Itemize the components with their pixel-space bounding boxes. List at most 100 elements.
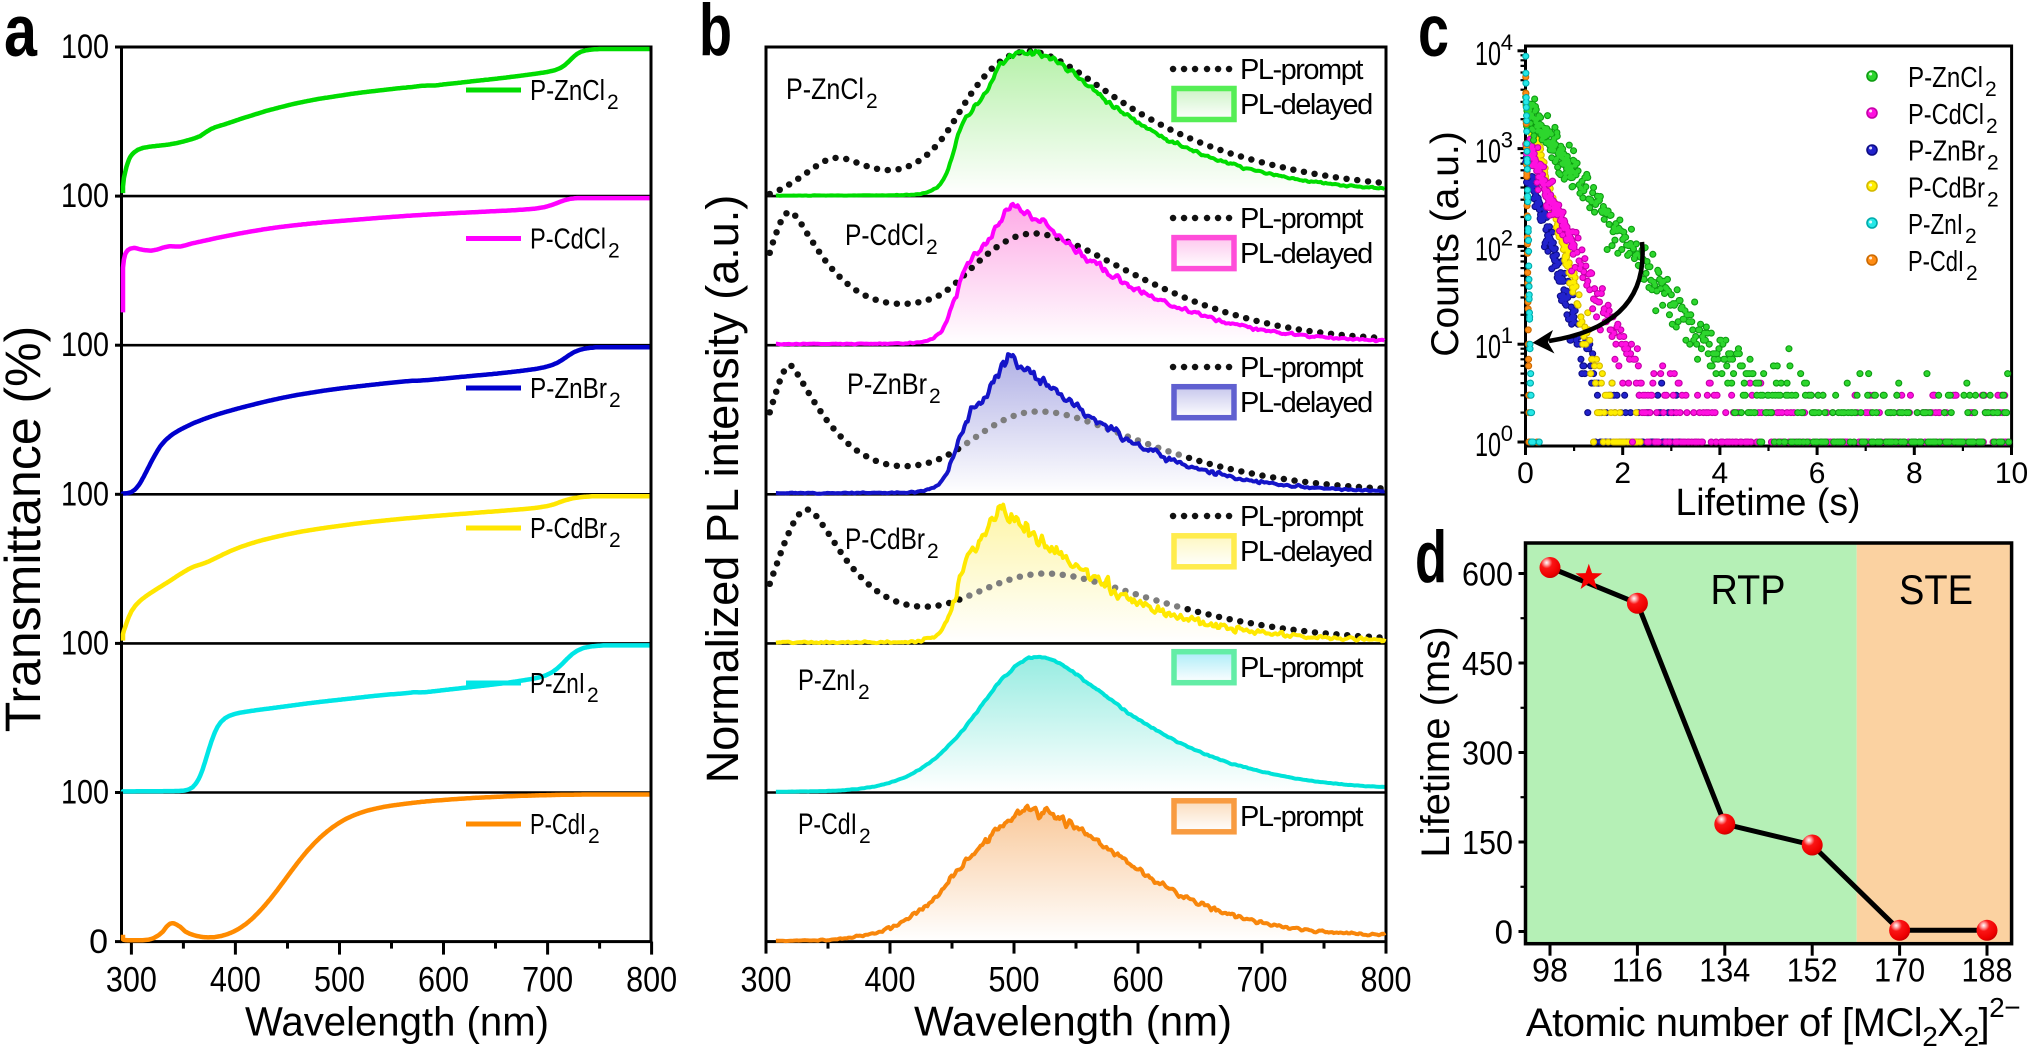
- svg-text:100: 100: [61, 774, 109, 812]
- svg-text:PL-prompt: PL-prompt: [1240, 652, 1363, 684]
- svg-text:134: 134: [1699, 952, 1750, 989]
- svg-text:1: 1: [1501, 323, 1513, 348]
- svg-text:Lifetime (ms): Lifetime (ms): [1414, 626, 1458, 857]
- svg-text:Wavelength (nm): Wavelength (nm): [245, 999, 549, 1045]
- svg-text:2: 2: [926, 236, 938, 259]
- svg-text:Counts (a.u.): Counts (a.u.): [1424, 131, 1467, 356]
- svg-text:450: 450: [1462, 645, 1513, 682]
- svg-text:2: 2: [1966, 262, 1978, 285]
- svg-text:a: a: [4, 0, 38, 72]
- svg-text:188: 188: [1962, 952, 2013, 989]
- svg-text:170: 170: [1874, 952, 1925, 989]
- svg-text:P-CdBr: P-CdBr: [845, 523, 925, 556]
- svg-text:2: 2: [608, 240, 620, 263]
- svg-text:2: 2: [927, 540, 939, 563]
- svg-text:PL-delayed: PL-delayed: [1240, 387, 1372, 419]
- svg-text:2: 2: [866, 90, 878, 113]
- svg-text:P-ZnBr: P-ZnBr: [530, 373, 607, 405]
- svg-text:2: 2: [1985, 78, 1997, 101]
- svg-text:10: 10: [1475, 328, 1501, 365]
- svg-text:300: 300: [106, 961, 157, 1000]
- svg-text:150: 150: [1462, 824, 1513, 861]
- svg-text:d: d: [1415, 517, 1447, 598]
- svg-text:100: 100: [61, 177, 109, 215]
- svg-text:2: 2: [858, 681, 870, 704]
- svg-text:P-ZnBr: P-ZnBr: [1908, 136, 1985, 168]
- svg-text:600: 600: [1462, 556, 1513, 593]
- svg-text:2: 2: [1987, 152, 1999, 175]
- svg-text:2: 2: [1501, 225, 1513, 250]
- svg-text:300: 300: [741, 961, 792, 1000]
- svg-text:c: c: [1418, 0, 1449, 72]
- svg-text:2: 2: [859, 825, 871, 848]
- svg-text:PL-prompt: PL-prompt: [1240, 54, 1363, 86]
- svg-text:P-CdI: P-CdI: [1908, 246, 1964, 278]
- svg-text:100: 100: [61, 326, 109, 364]
- svg-text:152: 152: [1787, 952, 1838, 989]
- svg-text:0: 0: [1517, 457, 1534, 490]
- svg-text:500: 500: [989, 961, 1040, 1000]
- svg-text:0: 0: [1501, 421, 1513, 446]
- svg-text:10: 10: [1995, 457, 2028, 490]
- svg-text:Atomic number of [MCl2X2]2−: Atomic number of [MCl2X2]2−: [1526, 992, 2020, 1048]
- svg-text:800: 800: [1361, 961, 1412, 1000]
- svg-text:P-ZnCl: P-ZnCl: [530, 75, 605, 107]
- svg-text:10: 10: [1475, 426, 1501, 463]
- svg-text:P-CdBr: P-CdBr: [1908, 172, 1985, 204]
- svg-text:P-CdCl: P-CdCl: [530, 224, 606, 256]
- svg-text:Wavelength (nm): Wavelength (nm): [914, 998, 1232, 1045]
- svg-text:100: 100: [61, 475, 109, 513]
- svg-text:PL-delayed: PL-delayed: [1240, 536, 1372, 568]
- svg-text:Normalized PL intensity (a.u.): Normalized PL intensity (a.u.): [697, 195, 748, 784]
- svg-text:4: 4: [1501, 30, 1513, 55]
- svg-text:100: 100: [61, 624, 109, 662]
- svg-text:P-CdBr: P-CdBr: [530, 513, 607, 545]
- svg-text:98: 98: [1532, 952, 1568, 989]
- svg-text:10: 10: [1475, 133, 1501, 170]
- svg-text:8: 8: [1906, 457, 1923, 490]
- svg-text:500: 500: [314, 961, 365, 1000]
- svg-text:3: 3: [1501, 128, 1513, 153]
- svg-text:400: 400: [865, 961, 916, 1000]
- svg-text:700: 700: [1237, 961, 1288, 1000]
- svg-text:P-ZnI: P-ZnI: [530, 668, 585, 700]
- svg-text:400: 400: [210, 961, 261, 1000]
- svg-text:P-CdCl: P-CdCl: [1908, 99, 1984, 131]
- svg-text:2: 2: [609, 529, 621, 552]
- svg-text:P-ZnCl: P-ZnCl: [786, 73, 864, 106]
- svg-text:PL-prompt: PL-prompt: [1240, 801, 1363, 833]
- svg-text:2: 2: [1614, 457, 1631, 490]
- svg-text:116: 116: [1612, 952, 1663, 989]
- svg-text:PL-prompt: PL-prompt: [1240, 203, 1363, 235]
- svg-text:2: 2: [607, 91, 619, 114]
- svg-text:b: b: [699, 0, 732, 71]
- svg-text:600: 600: [1113, 961, 1164, 1000]
- svg-text:PL-prompt: PL-prompt: [1240, 501, 1363, 533]
- svg-text:P-ZnI: P-ZnI: [798, 664, 856, 697]
- svg-text:Lifetime (s): Lifetime (s): [1676, 482, 1861, 524]
- svg-text:700: 700: [522, 961, 573, 1000]
- svg-text:100: 100: [61, 28, 109, 66]
- svg-text:P-ZnI: P-ZnI: [1908, 209, 1963, 241]
- svg-text:P-CdI: P-CdI: [798, 808, 857, 841]
- svg-text:Transmittance (%): Transmittance (%): [0, 326, 51, 733]
- svg-text:4: 4: [1712, 457, 1729, 490]
- svg-text:800: 800: [626, 961, 677, 1000]
- svg-text:P-ZnCl: P-ZnCl: [1908, 62, 1983, 94]
- svg-text:2: 2: [929, 385, 941, 408]
- svg-text:2: 2: [587, 684, 599, 707]
- svg-text:STE: STE: [1899, 566, 1973, 613]
- svg-text:600: 600: [418, 961, 469, 1000]
- svg-text:0: 0: [89, 923, 108, 961]
- svg-text:PL-prompt: PL-prompt: [1240, 352, 1363, 384]
- svg-text:2: 2: [1986, 115, 1998, 138]
- svg-text:2: 2: [588, 825, 600, 848]
- svg-text:P-CdI: P-CdI: [530, 809, 586, 841]
- svg-text:2: 2: [1987, 188, 1999, 211]
- svg-text:PL-delayed: PL-delayed: [1240, 238, 1372, 270]
- svg-text:10: 10: [1475, 35, 1501, 72]
- svg-text:2: 2: [1965, 225, 1977, 248]
- svg-text:P-CdCl: P-CdCl: [845, 219, 924, 252]
- svg-text:2: 2: [609, 389, 621, 412]
- svg-text:0: 0: [1495, 914, 1513, 951]
